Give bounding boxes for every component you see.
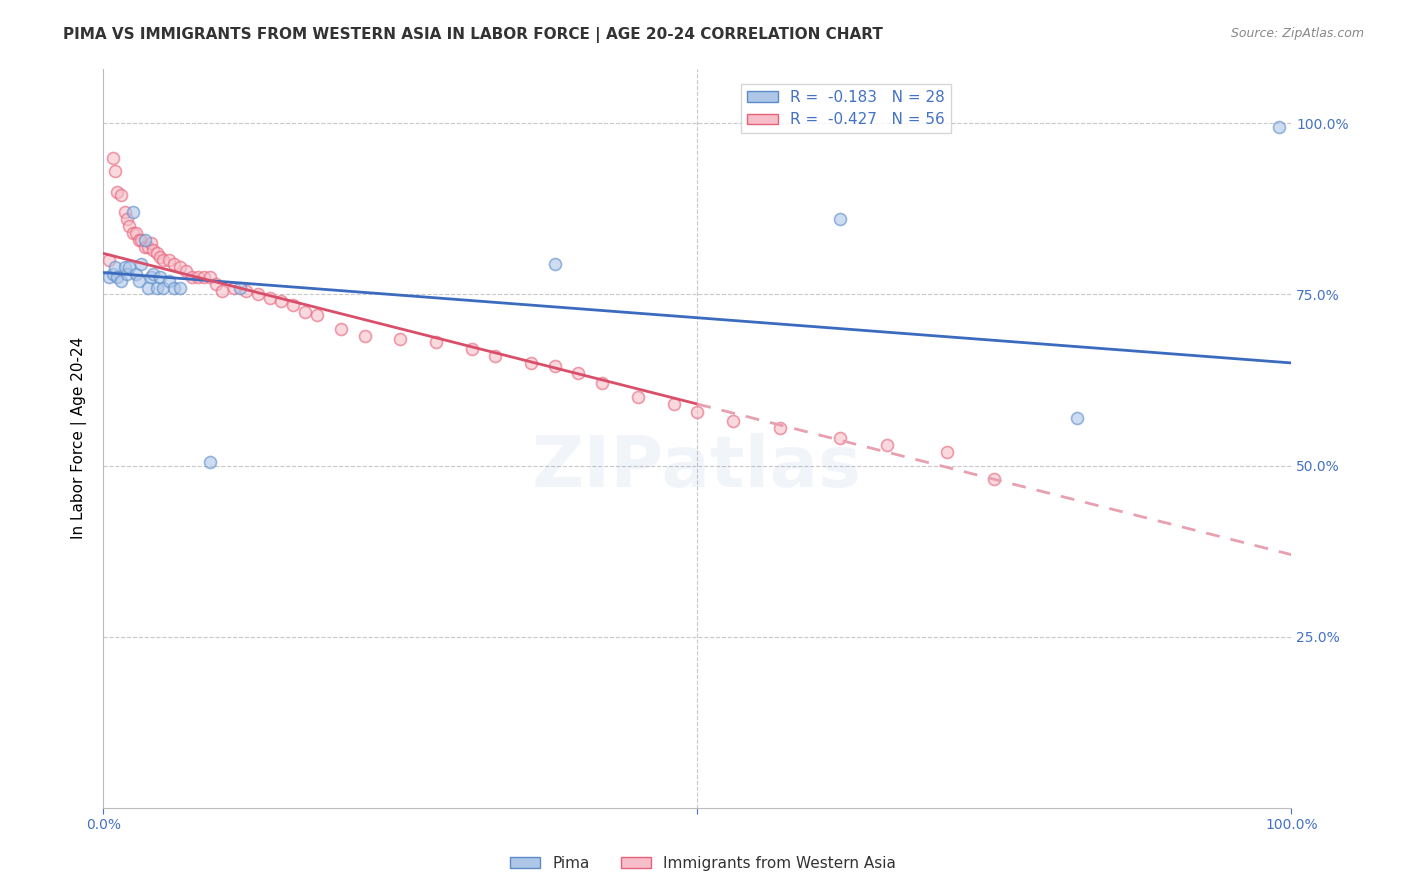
Point	[104, 260, 127, 274]
Point	[425, 335, 447, 350]
Point	[876, 438, 898, 452]
Point	[128, 274, 150, 288]
Point	[169, 260, 191, 274]
Point	[115, 212, 138, 227]
Point	[139, 236, 162, 251]
Point	[205, 277, 228, 292]
Point	[176, 263, 198, 277]
Point	[1268, 120, 1291, 134]
Point	[193, 270, 215, 285]
Point	[152, 280, 174, 294]
Text: ZIPatlas: ZIPatlas	[533, 434, 862, 502]
Point	[211, 284, 233, 298]
Point	[198, 455, 221, 469]
Point	[142, 243, 165, 257]
Point	[983, 472, 1005, 486]
Point	[460, 343, 482, 357]
Point	[294, 304, 316, 318]
Point	[721, 414, 744, 428]
Point	[169, 280, 191, 294]
Point	[935, 445, 957, 459]
Point	[145, 246, 167, 260]
Point	[138, 280, 160, 294]
Point	[98, 253, 121, 268]
Point	[118, 260, 141, 274]
Point	[769, 421, 792, 435]
Point	[389, 332, 412, 346]
Point	[662, 397, 685, 411]
Point	[198, 270, 221, 285]
Point	[270, 294, 292, 309]
Point	[142, 267, 165, 281]
Point	[107, 270, 129, 285]
Y-axis label: In Labor Force | Age 20-24: In Labor Force | Age 20-24	[72, 337, 87, 540]
Point	[115, 267, 138, 281]
Point	[129, 233, 152, 247]
Point	[134, 239, 156, 253]
Point	[125, 267, 148, 281]
Point	[567, 366, 589, 380]
Point	[181, 270, 204, 285]
Point	[122, 205, 145, 219]
Legend: R =  -0.183   N = 28, R =  -0.427   N = 56: R = -0.183 N = 28, R = -0.427 N = 56	[741, 84, 950, 134]
Point	[104, 164, 127, 178]
Point	[149, 270, 172, 285]
Point	[129, 257, 152, 271]
Point	[149, 250, 172, 264]
Point	[229, 280, 252, 294]
Point	[110, 188, 132, 202]
Point	[134, 233, 156, 247]
Point	[686, 405, 709, 419]
Point	[187, 270, 209, 285]
Point	[122, 226, 145, 240]
Text: PIMA VS IMMIGRANTS FROM WESTERN ASIA IN LABOR FORCE | AGE 20-24 CORRELATION CHAR: PIMA VS IMMIGRANTS FROM WESTERN ASIA IN …	[63, 27, 883, 43]
Point	[139, 270, 162, 285]
Point	[329, 321, 352, 335]
Point	[259, 291, 281, 305]
Point	[138, 239, 160, 253]
Point	[828, 431, 851, 445]
Point	[484, 349, 506, 363]
Point	[157, 274, 180, 288]
Point	[828, 212, 851, 227]
Point	[235, 284, 257, 298]
Point	[101, 151, 124, 165]
Point	[163, 257, 186, 271]
Point	[114, 205, 136, 219]
Point	[163, 280, 186, 294]
Point	[520, 356, 543, 370]
Point	[128, 233, 150, 247]
Point	[98, 270, 121, 285]
Point	[110, 274, 132, 288]
Point	[157, 253, 180, 268]
Point	[125, 226, 148, 240]
Point	[101, 267, 124, 281]
Point	[307, 308, 329, 322]
Point	[222, 280, 245, 294]
Point	[1066, 410, 1088, 425]
Point	[145, 280, 167, 294]
Point	[627, 390, 650, 404]
Point	[118, 219, 141, 233]
Point	[152, 253, 174, 268]
Point	[246, 287, 269, 301]
Point	[283, 298, 305, 312]
Point	[591, 376, 613, 391]
Text: Source: ZipAtlas.com: Source: ZipAtlas.com	[1230, 27, 1364, 40]
Point	[107, 185, 129, 199]
Point	[544, 359, 567, 374]
Point	[353, 328, 375, 343]
Legend: Pima, Immigrants from Western Asia: Pima, Immigrants from Western Asia	[503, 850, 903, 877]
Point	[544, 257, 567, 271]
Point	[114, 260, 136, 274]
